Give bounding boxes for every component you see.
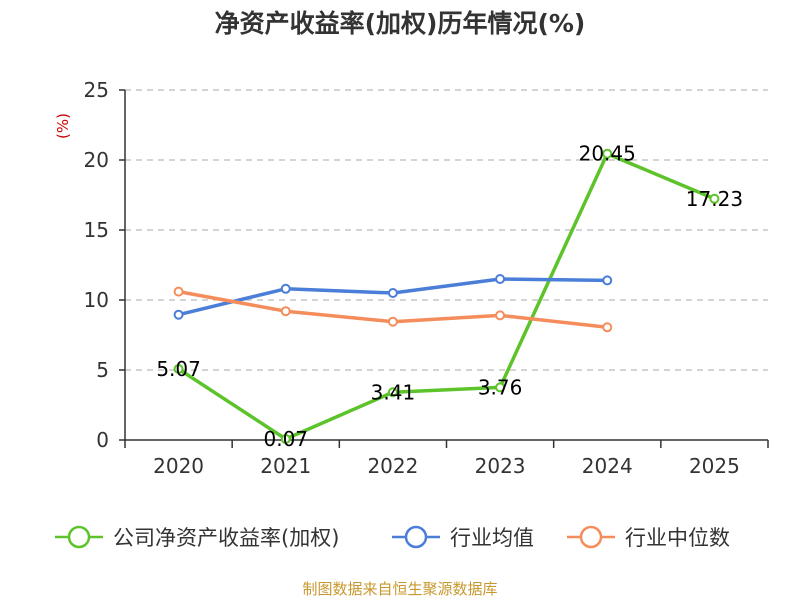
legend-item-1: 行业均值 <box>392 525 534 550</box>
data-label-2025: 17.23 <box>686 187 743 211</box>
x-tick-label-2023: 2023 <box>475 454 526 478</box>
point-1-2024 <box>602 275 613 286</box>
y-tick-label-25: 25 <box>84 78 109 102</box>
point-2-2023 <box>495 310 506 321</box>
point-1-2021 <box>280 283 291 294</box>
data-label-2021: 0.07 <box>263 427 308 451</box>
data-label-2024: 20.45 <box>579 142 636 166</box>
legend-swatch-marker-2 <box>579 525 603 549</box>
point-2-2021 <box>280 306 291 317</box>
series-1 <box>173 274 613 320</box>
chart-title: 净资产收益率(加权)历年情况(%) <box>215 9 586 38</box>
legend-item-0: 公司净资产收益率(加权) <box>55 525 339 550</box>
point-1-2023 <box>495 274 506 284</box>
x-tick-label-2025: 2025 <box>689 454 740 478</box>
point-0-2024 <box>602 148 613 159</box>
legend: 公司净资产收益率(加权) 行业均值 行业中位数 <box>55 525 730 550</box>
legend-item-2: 行业中位数 <box>567 525 730 550</box>
y-tick-label-20: 20 <box>84 148 109 172</box>
y-tick-label-15: 15 <box>84 218 109 242</box>
y-tick-label-10: 10 <box>84 288 109 312</box>
y-tick-label-0: 0 <box>96 428 109 452</box>
x-tick-label-2022: 2022 <box>367 454 418 478</box>
y-axis-unit-label: (%) <box>54 113 72 139</box>
series-line-0 <box>177 151 716 441</box>
data-labels: 5.07 0.07 3.41 3.76 20.45 17.23 <box>156 142 743 451</box>
data-label-2023: 3.76 <box>478 375 523 399</box>
point-0-2025 <box>709 193 720 204</box>
source-note: 制图数据来自恒生聚源数据库 <box>302 580 497 598</box>
legend-swatch-marker-0 <box>67 525 91 549</box>
point-0-2022 <box>387 387 398 398</box>
legend-label-2: 行业中位数 <box>625 526 730 550</box>
legend-swatch-marker-1 <box>404 525 428 549</box>
x-tick-label-2024: 2024 <box>582 454 633 478</box>
y-tick-label-5: 5 <box>96 358 109 382</box>
legend-label-0: 公司净资产收益率(加权) <box>113 526 339 550</box>
x-tick-label-2020: 2020 <box>153 454 204 478</box>
point-0-2023 <box>495 382 506 393</box>
series-layer <box>173 148 720 445</box>
grid-lines <box>125 89 768 371</box>
point-2-2024 <box>602 322 613 333</box>
point-0-2020 <box>173 364 184 375</box>
point-0-2021 <box>280 434 291 445</box>
data-label-2020: 5.07 <box>156 357 201 381</box>
point-2-2020 <box>173 286 184 297</box>
data-label-2022: 3.41 <box>371 380 416 404</box>
x-tick-label-2021: 2021 <box>260 454 311 478</box>
point-2-2022 <box>387 316 398 327</box>
point-1-2020 <box>173 309 184 320</box>
point-1-2022 <box>387 288 398 298</box>
legend-label-1: 行业均值 <box>450 526 534 550</box>
series-2 <box>173 286 613 333</box>
series-0 <box>173 148 720 445</box>
